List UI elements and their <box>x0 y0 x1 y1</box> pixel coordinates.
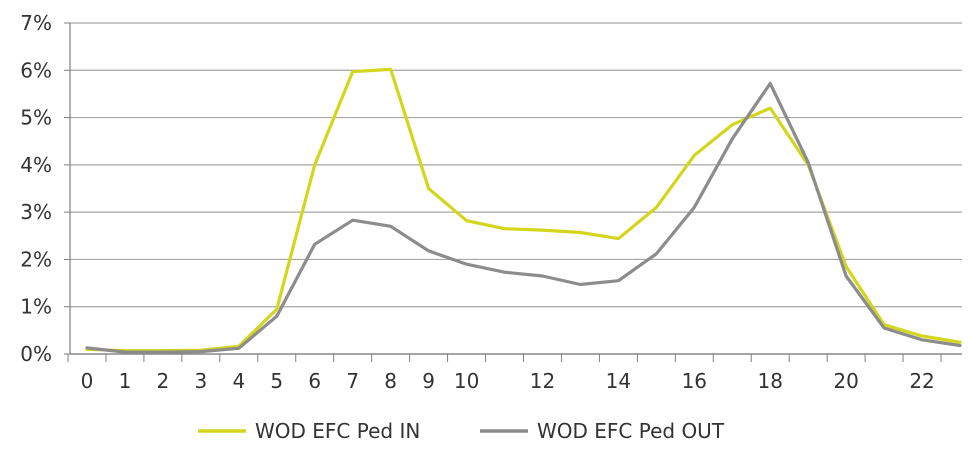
x-tick-labels: 0 1 2 3 4 5 6 7 8 9 10 12 14 16 18 20 22 <box>81 369 935 393</box>
y-tick-label: 3% <box>20 200 52 224</box>
y-tick-label: 6% <box>20 58 52 82</box>
x-tick-label: 10 <box>454 369 479 393</box>
series-lines <box>85 67 962 354</box>
x-tick-label: 20 <box>833 369 858 393</box>
x-tick-label: 2 <box>157 369 170 393</box>
x-tick-label: 0 <box>81 369 94 393</box>
x-tick-label: 8 <box>384 369 397 393</box>
x-tick-label: 9 <box>422 369 435 393</box>
x-tick-label: 12 <box>530 369 555 393</box>
series-line-ped-out <box>85 81 962 354</box>
x-tick-label: 3 <box>195 369 208 393</box>
y-tick-label: 7% <box>20 11 52 35</box>
axes <box>64 22 962 362</box>
y-tick-label: 2% <box>20 247 52 271</box>
x-tick-label: 14 <box>606 369 631 393</box>
x-tick-label: 4 <box>232 369 245 393</box>
x-tick-label: 1 <box>119 369 132 393</box>
legend-label: WOD EFC Ped OUT <box>537 419 725 443</box>
x-tick-label: 5 <box>270 369 283 393</box>
gridlines <box>70 22 962 355</box>
x-tick-label: 18 <box>758 369 783 393</box>
x-tick-label: 22 <box>909 369 934 393</box>
x-tick-label: 6 <box>308 369 321 393</box>
y-tick-label: 0% <box>20 342 52 366</box>
legend: WOD EFC Ped IN WOD EFC Ped OUT <box>198 419 725 443</box>
series-line-ped-in <box>85 67 962 353</box>
x-tick-label: 16 <box>682 369 707 393</box>
legend-label: WOD EFC Ped IN <box>255 419 420 443</box>
y-tick-label: 4% <box>20 153 52 177</box>
y-tick-labels: 0% 1% 2% 3% 4% 5% 6% 7% <box>20 11 52 366</box>
y-tick-label: 1% <box>20 295 52 319</box>
y-tick-label: 5% <box>20 106 52 130</box>
x-tick-label: 7 <box>346 369 359 393</box>
